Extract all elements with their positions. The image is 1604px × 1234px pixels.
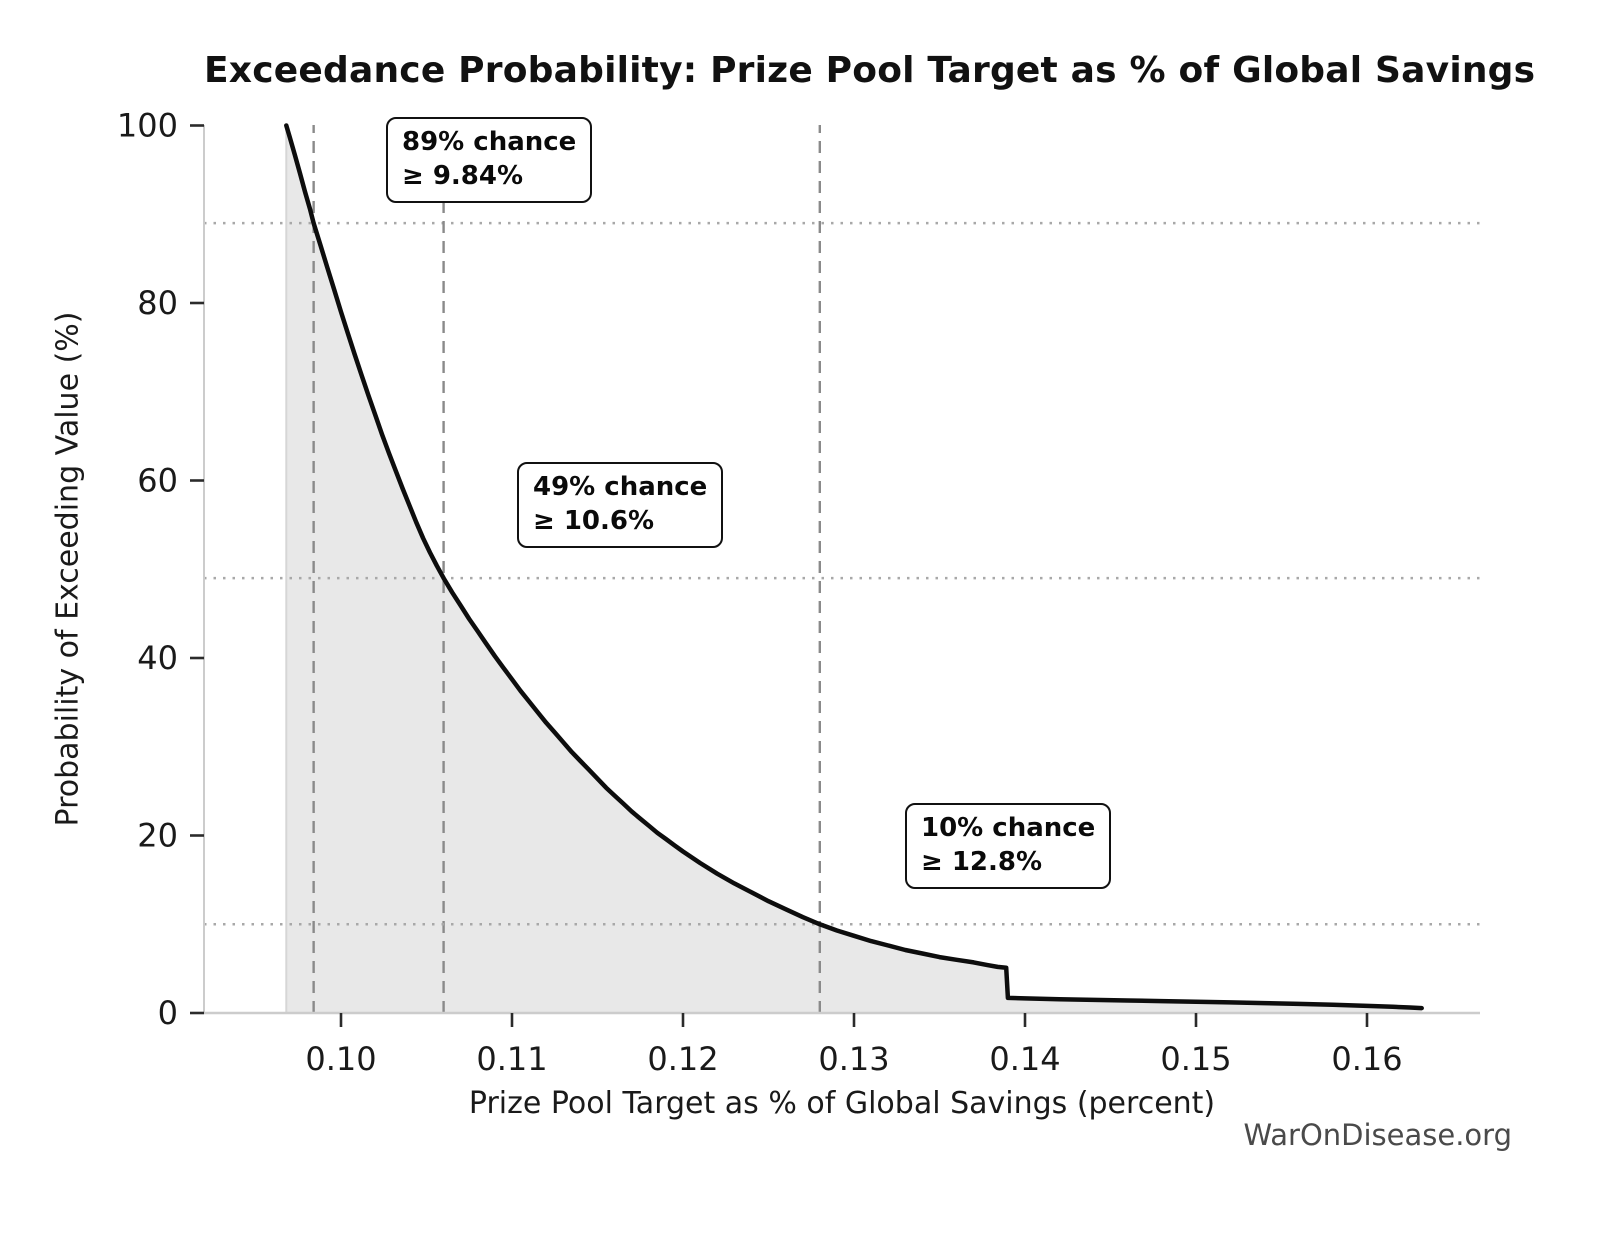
x-tick-label: 0.11 [476,1040,547,1078]
annotation-89pct-value-text: ≥ 9.84% [402,160,524,191]
annotation-49pct-chance-text: 49% chance [533,472,708,502]
x-tick-label: 0.14 [989,1040,1060,1078]
y-tick-label: 100 [117,107,178,145]
y-tick-label: 40 [137,639,178,677]
y-tick-label: 80 [137,284,178,322]
x-tick-label: 0.15 [1160,1040,1231,1078]
shaded-area-under-curve [286,125,1422,1013]
x-tick-label: 0.12 [647,1040,718,1078]
annotation-10pct-threshold: 10% chance ≥ 12.8% [905,803,1112,889]
annotation-89pct-chance-text: 89% chance [402,127,577,157]
annotation-89pct-threshold: 89% chance ≥ 9.84% [386,117,593,203]
annotation-10pct-value-text: ≥ 12.8% [921,846,1043,877]
annotation-10pct-chance-text: 10% chance [921,813,1096,843]
chart-title: Exceedance Probability: Prize Pool Targe… [204,50,1536,91]
watermark: WarOnDisease.org [1243,1118,1512,1152]
y-axis-label: Probability of Exceeding Value (%) [50,311,86,827]
x-tick-label: 0.16 [1331,1040,1402,1078]
y-tick-label: 20 [137,817,178,855]
y-tick-label: 0 [158,994,178,1032]
x-tick-label: 0.10 [305,1040,376,1078]
y-tick-label: 60 [137,462,178,500]
x-tick-label: 0.13 [818,1040,889,1078]
annotation-49pct-value-text: ≥ 10.6% [533,505,655,536]
annotation-49pct-threshold: 49% chance ≥ 10.6% [517,462,724,548]
x-axis-label: Prize Pool Target as % of Global Savings… [468,1086,1216,1121]
exceedance-curve [284,123,1424,1011]
